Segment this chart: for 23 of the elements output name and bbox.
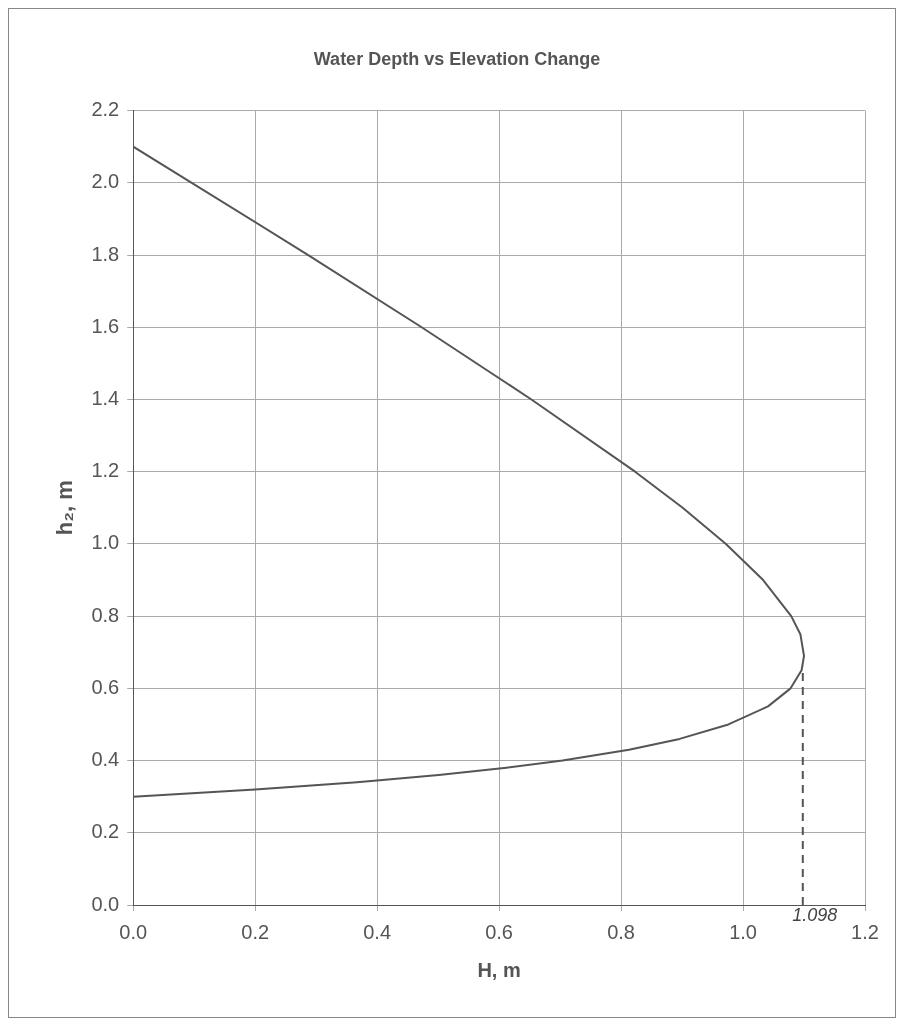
- x-tick-label: 1.0: [729, 920, 757, 943]
- x-tick-label: 0.2: [241, 920, 270, 943]
- x-tick-label: 0.8: [607, 920, 635, 943]
- x-tick-label: 1.2: [851, 920, 879, 943]
- y-tick-label: 0.6: [91, 675, 120, 698]
- y-tick-label: 2.2: [91, 98, 120, 121]
- chart-title: Water Depth vs Elevation Change: [313, 48, 601, 69]
- y-axis-title: h₂, m: [52, 480, 78, 536]
- y-tick-label: 0.8: [91, 603, 120, 626]
- y-tick-label: 2.0: [91, 170, 120, 193]
- y-tick-label: 1.8: [91, 242, 120, 265]
- x-tick-label: 0.0: [119, 920, 148, 943]
- y-tick-label: 1.4: [91, 386, 120, 409]
- x-tick-label: 0.6: [485, 920, 514, 943]
- y-tick-label: 1.6: [91, 314, 120, 337]
- x-axis-title: H, m: [477, 958, 521, 981]
- y-tick-label: 0.0: [91, 892, 120, 915]
- annotation: 1.098: [792, 905, 838, 925]
- y-tick-label: 0.2: [91, 820, 120, 843]
- x-tick-label: 0.4: [363, 920, 392, 943]
- y-tick-label: 1.2: [91, 459, 120, 482]
- y-tick-label: 1.0: [91, 531, 120, 554]
- y-tick-label: 0.4: [91, 748, 120, 771]
